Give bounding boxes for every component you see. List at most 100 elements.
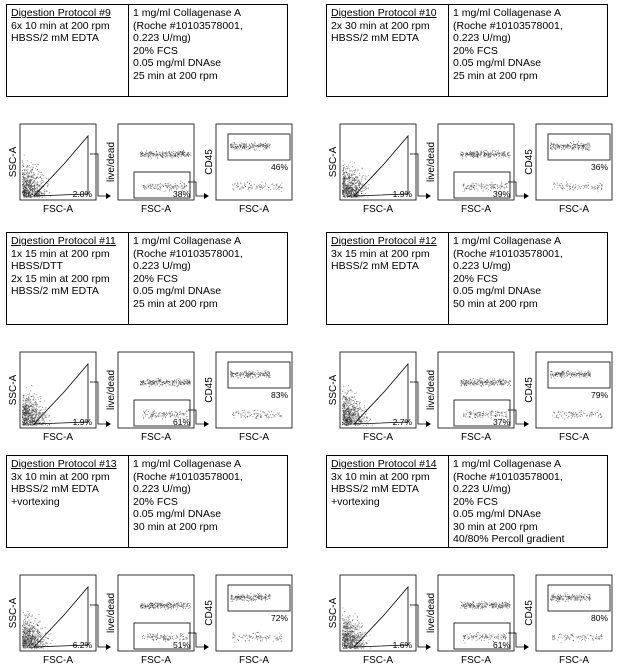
arrow-head — [106, 644, 111, 650]
gate-percent: 51% — [173, 640, 190, 650]
protocol-title: Digestion Protocol #12 — [331, 235, 444, 248]
gate-outline — [354, 136, 408, 196]
y-axis-label: live/dead — [106, 142, 117, 182]
protocol-condition: 20% FCS — [453, 45, 603, 58]
y-axis-label: live/dead — [106, 370, 117, 410]
scatter-dots — [140, 601, 191, 643]
protocol-condition: 1 mg/ml Collagenase A — [453, 458, 603, 471]
scatter-dots — [140, 378, 191, 420]
x-axis-label: FSC-A — [141, 204, 171, 215]
protocol-step: 3x 15 min at 200 rpm — [331, 248, 444, 261]
protocol-condition: 20% FCS — [453, 496, 603, 509]
protocol-step: 2x 30 min at 200 rpm — [331, 20, 444, 33]
protocol-condition: 25 min at 200 rpm — [133, 298, 283, 311]
gate-percent: 2.0% — [73, 189, 93, 199]
arrow-head — [204, 421, 209, 427]
x-axis-label: FSC-A — [461, 655, 491, 666]
x-axis-label: FSC-A — [559, 204, 589, 215]
protocol-condition: 0.223 U/mg) — [453, 32, 603, 45]
protocol-condition: (Roche #10103578001, — [453, 20, 603, 33]
gate-percent: 36% — [591, 162, 608, 172]
x-axis-label: FSC-A — [239, 655, 269, 666]
scatter-dots — [460, 378, 511, 419]
gate-percent: 38% — [173, 189, 190, 199]
gate-percent: 72% — [271, 613, 288, 623]
scatter-dots — [460, 601, 511, 643]
x-axis-label: FSC-A — [43, 655, 73, 666]
gate-percent: 80% — [591, 613, 608, 623]
protocol-condition: 20% FCS — [133, 496, 283, 509]
scatter-dots — [342, 385, 373, 426]
y-axis-label: SSC-A — [8, 146, 19, 177]
gate-percent: 39% — [493, 189, 510, 199]
arrow-head — [106, 193, 111, 199]
protocol-condition: (Roche #10103578001, — [133, 248, 283, 261]
y-axis-label: CD45 — [204, 149, 215, 175]
x-axis-label: FSC-A — [43, 204, 73, 215]
protocol-condition: 1 mg/ml Collagenase A — [453, 235, 603, 248]
x-axis-label: FSC-A — [363, 432, 393, 443]
protocol-conditions: 1 mg/ml Collagenase A(Roche #10103578001… — [129, 233, 287, 324]
protocol-step: 1x 15 min at 200 rpm — [11, 248, 124, 261]
y-axis-label: CD45 — [524, 377, 535, 403]
gate-arrow — [90, 154, 106, 196]
gate-outline — [34, 587, 88, 647]
x-axis-label: FSC-A — [559, 432, 589, 443]
protocol-condition: 20% FCS — [133, 273, 283, 286]
protocol-condition: 1 mg/ml Collagenase A — [133, 458, 283, 471]
protocol-step: HBSS/DTT — [11, 260, 124, 273]
protocol-condition: 30 min at 200 rpm — [453, 521, 603, 534]
gate-percent: 6.2% — [73, 640, 93, 650]
gate-arrow — [410, 382, 426, 424]
protocol-step: 3x 10 min at 200 rpm — [331, 471, 444, 484]
arrow-head — [426, 193, 431, 199]
protocol-title: Digestion Protocol #11 — [11, 235, 124, 248]
x-axis-label: FSC-A — [461, 204, 491, 215]
scatter-dots — [460, 150, 511, 192]
arrow-head — [524, 644, 529, 650]
gate-arrow — [410, 154, 426, 196]
protocol-condition: 40/80% Percoll gradient — [453, 533, 603, 546]
protocol-step: 3x 10 min at 200 rpm — [11, 471, 124, 484]
protocol-condition: 1 mg/ml Collagenase A — [133, 7, 283, 20]
arrow-head — [524, 421, 529, 427]
arrow-head — [426, 644, 431, 650]
protocol-condition: (Roche #10103578001, — [133, 20, 283, 33]
gate-outline — [354, 364, 408, 424]
protocol-condition: 0.05 mg/ml DNAse — [133, 57, 283, 70]
protocol-condition: 0.223 U/mg) — [453, 260, 603, 273]
scatter-dots — [342, 608, 371, 649]
protocol-condition: 30 min at 200 rpm — [133, 521, 283, 534]
protocol-condition: 1 mg/ml Collagenase A — [453, 7, 603, 20]
protocol-step: +vortexing — [331, 496, 444, 509]
scatter-dots — [22, 155, 51, 198]
protocol-step: HBSS/2 mM EDTA — [331, 32, 444, 45]
y-axis-label: live/dead — [106, 593, 117, 633]
y-axis-label: CD45 — [524, 600, 535, 626]
y-axis-label: live/dead — [426, 370, 437, 410]
protocol-conditions: 1 mg/ml Collagenase A(Roche #10103578001… — [449, 5, 607, 96]
arrow-head — [106, 421, 111, 427]
protocol-title: Digestion Protocol #9 — [11, 7, 124, 20]
scatter-dots — [22, 385, 50, 426]
scatter-dots — [140, 150, 191, 192]
protocol-condition: 1 mg/ml Collagenase A — [133, 235, 283, 248]
